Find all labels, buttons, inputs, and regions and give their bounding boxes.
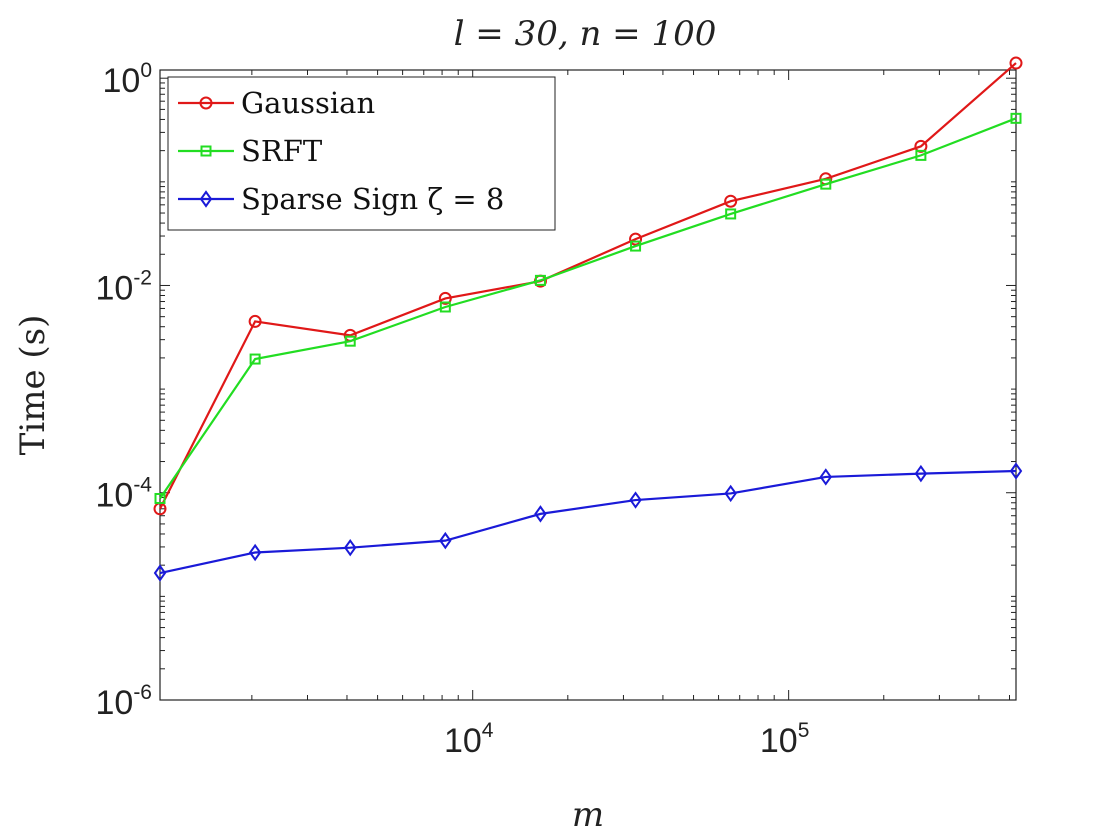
data-point: [629, 491, 642, 509]
data-point: [1009, 56, 1023, 70]
legend-marker: [200, 145, 212, 157]
data-point: [630, 240, 642, 252]
data-point: [534, 505, 547, 523]
data-point: [344, 335, 356, 347]
data-point: [724, 194, 738, 208]
data-point: [1009, 462, 1023, 480]
legend-item: SRFT: [178, 134, 323, 168]
series-1: [154, 112, 1022, 504]
data-point: [534, 274, 546, 286]
data-point: [820, 178, 832, 190]
data-point: [915, 149, 927, 161]
legend-label: Sparse Sign ζ = 8: [241, 182, 504, 216]
series-layer: [153, 56, 1023, 582]
series-line: [159, 117, 1017, 500]
data-point: [248, 543, 262, 562]
series-line: [159, 62, 1017, 510]
data-point: [819, 468, 833, 486]
chart-title: l = 30, n = 100: [454, 14, 717, 54]
data-point: [153, 564, 167, 582]
legend-label: SRFT: [241, 134, 323, 168]
data-point: [629, 232, 643, 246]
legend-marker: [199, 190, 213, 208]
x-tick-label: 105: [760, 719, 810, 760]
y-tick-label: 10-6: [95, 681, 152, 722]
data-point: [1010, 112, 1022, 124]
y-axis-label: Time (s): [13, 315, 53, 456]
y-tick-label: 100: [102, 59, 152, 100]
axis-ticks: [160, 70, 1016, 701]
legend-label: Gaussian: [241, 86, 375, 120]
legend-marker: [199, 96, 213, 110]
data-point: [439, 301, 451, 313]
data-point: [248, 314, 262, 328]
y-tick-label: 10-2: [95, 266, 152, 307]
data-point: [154, 492, 166, 504]
data-point: [438, 291, 452, 305]
y-tick-label: 10-4: [95, 474, 152, 515]
legend-item: Sparse Sign ζ = 8: [178, 182, 504, 216]
tick-labels: 104 105 100 10-2 10-4 10-6: [95, 59, 809, 760]
legend-item: Gaussian: [178, 86, 375, 120]
series-line: [159, 469, 1017, 575]
chart-title-text: l = 30, n = 100: [454, 14, 717, 54]
data-point: [249, 353, 261, 365]
x-tick-label: 104: [444, 719, 494, 760]
data-point: [724, 484, 737, 503]
data-point: [439, 531, 452, 550]
data-point: [343, 538, 357, 557]
x-axis-label: m: [572, 795, 604, 835]
data-point: [725, 208, 737, 220]
series-2: [153, 462, 1023, 582]
plot-area: [159, 69, 1017, 701]
data-point: [914, 464, 928, 483]
legend: Gaussian SRFT Sparse Sign ζ = 8: [167, 76, 556, 231]
